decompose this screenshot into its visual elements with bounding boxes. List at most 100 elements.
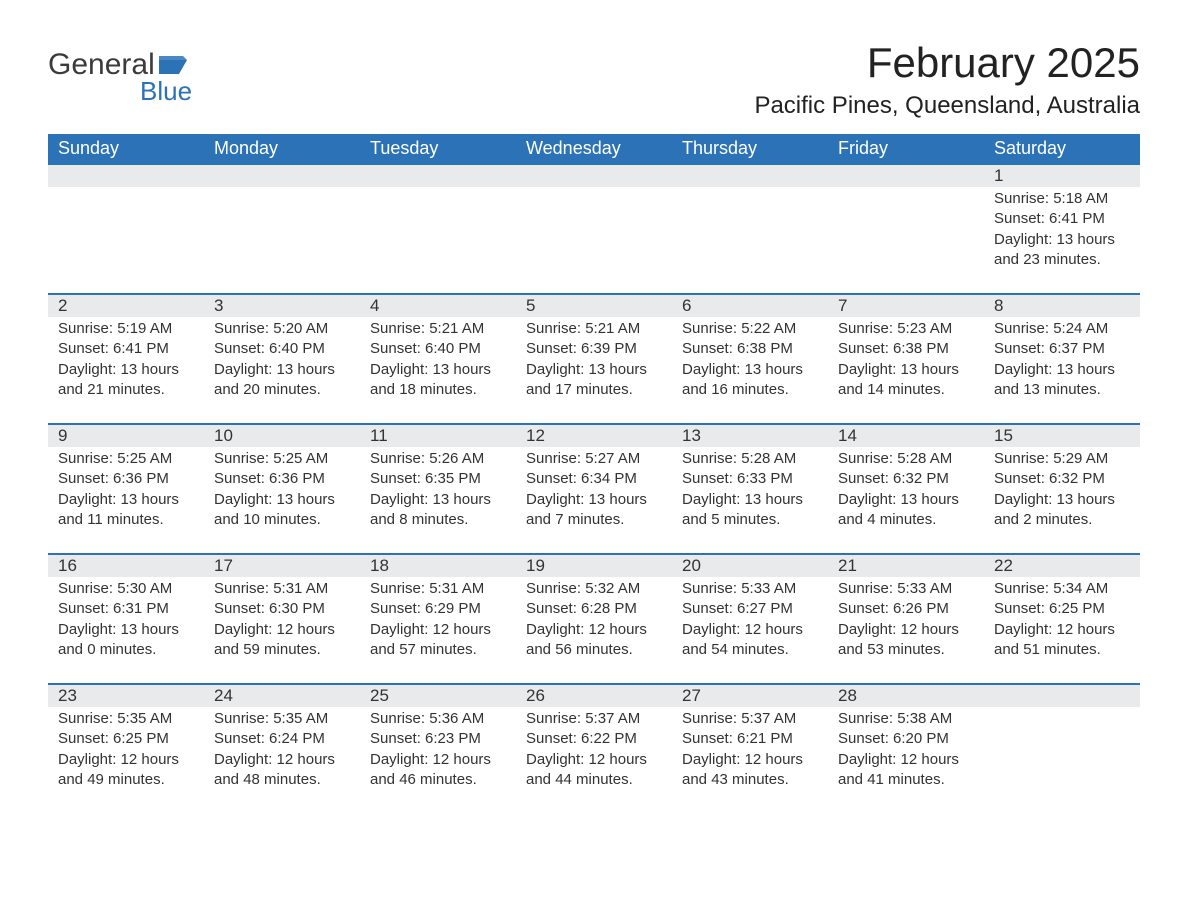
day-cell: 22Sunrise: 5:34 AMSunset: 6:25 PMDayligh… (984, 554, 1140, 684)
sunrise-line: Sunrise: 5:19 AM (58, 319, 194, 339)
day-body: Sunrise: 5:36 AMSunset: 6:23 PMDaylight:… (360, 707, 516, 796)
sunrise-line: Sunrise: 5:34 AM (994, 579, 1130, 599)
day-number: 6 (672, 295, 828, 317)
week-row: 9Sunrise: 5:25 AMSunset: 6:36 PMDaylight… (48, 424, 1140, 554)
day-number: 10 (204, 425, 360, 447)
week-row: 1Sunrise: 5:18 AMSunset: 6:41 PMDaylight… (48, 164, 1140, 294)
day-body: Sunrise: 5:37 AMSunset: 6:21 PMDaylight:… (672, 707, 828, 796)
sunset-line: Sunset: 6:26 PM (838, 599, 974, 619)
sunrise-line: Sunrise: 5:33 AM (682, 579, 818, 599)
sunrise-line: Sunrise: 5:20 AM (214, 319, 350, 339)
sunrise-line: Sunrise: 5:22 AM (682, 319, 818, 339)
day-number: 8 (984, 295, 1140, 317)
sunset-line: Sunset: 6:29 PM (370, 599, 506, 619)
day-body (828, 187, 984, 195)
daylight-line: and 21 minutes. (58, 380, 194, 400)
day-cell: 10Sunrise: 5:25 AMSunset: 6:36 PMDayligh… (204, 424, 360, 554)
day-number: 15 (984, 425, 1140, 447)
daylight-line: and 8 minutes. (370, 510, 506, 530)
sunset-line: Sunset: 6:21 PM (682, 729, 818, 749)
day-number (672, 165, 828, 187)
day-body: Sunrise: 5:29 AMSunset: 6:32 PMDaylight:… (984, 447, 1140, 536)
day-number: 19 (516, 555, 672, 577)
sunset-line: Sunset: 6:38 PM (682, 339, 818, 359)
empty-cell (516, 164, 672, 294)
day-number: 9 (48, 425, 204, 447)
sunset-line: Sunset: 6:36 PM (58, 469, 194, 489)
daylight-line: Daylight: 12 hours (214, 620, 350, 640)
day-number: 2 (48, 295, 204, 317)
sunset-line: Sunset: 6:25 PM (994, 599, 1130, 619)
daylight-line: Daylight: 13 hours (58, 490, 194, 510)
day-body: Sunrise: 5:19 AMSunset: 6:41 PMDaylight:… (48, 317, 204, 406)
day-body (48, 187, 204, 195)
day-cell: 24Sunrise: 5:35 AMSunset: 6:24 PMDayligh… (204, 684, 360, 814)
calendar-page: General Blue February 2025 Pacific Pines… (0, 0, 1188, 844)
sunset-line: Sunset: 6:41 PM (58, 339, 194, 359)
day-body: Sunrise: 5:23 AMSunset: 6:38 PMDaylight:… (828, 317, 984, 406)
daylight-line: and 51 minutes. (994, 640, 1130, 660)
daylight-line: and 54 minutes. (682, 640, 818, 660)
page-title: February 2025 (754, 40, 1140, 86)
sunset-line: Sunset: 6:20 PM (838, 729, 974, 749)
day-body: Sunrise: 5:31 AMSunset: 6:30 PMDaylight:… (204, 577, 360, 666)
day-body: Sunrise: 5:26 AMSunset: 6:35 PMDaylight:… (360, 447, 516, 536)
day-cell: 26Sunrise: 5:37 AMSunset: 6:22 PMDayligh… (516, 684, 672, 814)
sunrise-line: Sunrise: 5:26 AM (370, 449, 506, 469)
logo-text-general: General (48, 48, 155, 82)
daylight-line: Daylight: 13 hours (526, 360, 662, 380)
col-header: Wednesday (516, 134, 672, 164)
daylight-line: Daylight: 13 hours (58, 360, 194, 380)
day-body: Sunrise: 5:31 AMSunset: 6:29 PMDaylight:… (360, 577, 516, 666)
daylight-line: Daylight: 13 hours (526, 490, 662, 510)
day-number: 28 (828, 685, 984, 707)
daylight-line: Daylight: 12 hours (58, 750, 194, 770)
sunrise-line: Sunrise: 5:30 AM (58, 579, 194, 599)
day-body: Sunrise: 5:25 AMSunset: 6:36 PMDaylight:… (204, 447, 360, 536)
day-body: Sunrise: 5:35 AMSunset: 6:25 PMDaylight:… (48, 707, 204, 796)
col-header: Monday (204, 134, 360, 164)
day-body (204, 187, 360, 195)
daylight-line: Daylight: 13 hours (370, 360, 506, 380)
sunset-line: Sunset: 6:23 PM (370, 729, 506, 749)
sunrise-line: Sunrise: 5:28 AM (838, 449, 974, 469)
daylight-line: Daylight: 12 hours (214, 750, 350, 770)
daylight-line: Daylight: 12 hours (838, 620, 974, 640)
sunset-line: Sunset: 6:27 PM (682, 599, 818, 619)
daylight-line: and 14 minutes. (838, 380, 974, 400)
sunset-line: Sunset: 6:40 PM (370, 339, 506, 359)
sunset-line: Sunset: 6:33 PM (682, 469, 818, 489)
day-body (360, 187, 516, 195)
daylight-line: Daylight: 13 hours (214, 360, 350, 380)
col-header: Thursday (672, 134, 828, 164)
sunset-line: Sunset: 6:36 PM (214, 469, 350, 489)
day-body: Sunrise: 5:35 AMSunset: 6:24 PMDaylight:… (204, 707, 360, 796)
day-cell: 9Sunrise: 5:25 AMSunset: 6:36 PMDaylight… (48, 424, 204, 554)
title-block: February 2025 Pacific Pines, Queensland,… (754, 40, 1140, 130)
daylight-line: Daylight: 12 hours (994, 620, 1130, 640)
sunset-line: Sunset: 6:40 PM (214, 339, 350, 359)
day-cell: 17Sunrise: 5:31 AMSunset: 6:30 PMDayligh… (204, 554, 360, 684)
sunrise-line: Sunrise: 5:37 AM (526, 709, 662, 729)
day-number (828, 165, 984, 187)
empty-cell (204, 164, 360, 294)
logo-text-blue: Blue (140, 76, 192, 107)
sunset-line: Sunset: 6:32 PM (994, 469, 1130, 489)
sunrise-line: Sunrise: 5:37 AM (682, 709, 818, 729)
daylight-line: Daylight: 13 hours (370, 490, 506, 510)
daylight-line: Daylight: 12 hours (370, 620, 506, 640)
sunrise-line: Sunrise: 5:31 AM (214, 579, 350, 599)
sunset-line: Sunset: 6:39 PM (526, 339, 662, 359)
day-cell: 14Sunrise: 5:28 AMSunset: 6:32 PMDayligh… (828, 424, 984, 554)
daylight-line: and 48 minutes. (214, 770, 350, 790)
sunset-line: Sunset: 6:41 PM (994, 209, 1130, 229)
daylight-line: and 53 minutes. (838, 640, 974, 660)
day-cell: 6Sunrise: 5:22 AMSunset: 6:38 PMDaylight… (672, 294, 828, 424)
sunrise-line: Sunrise: 5:36 AM (370, 709, 506, 729)
day-cell: 15Sunrise: 5:29 AMSunset: 6:32 PMDayligh… (984, 424, 1140, 554)
week-row: 23Sunrise: 5:35 AMSunset: 6:25 PMDayligh… (48, 684, 1140, 814)
daylight-line: and 4 minutes. (838, 510, 974, 530)
day-number: 27 (672, 685, 828, 707)
daylight-line: and 7 minutes. (526, 510, 662, 530)
daylight-line: and 49 minutes. (58, 770, 194, 790)
